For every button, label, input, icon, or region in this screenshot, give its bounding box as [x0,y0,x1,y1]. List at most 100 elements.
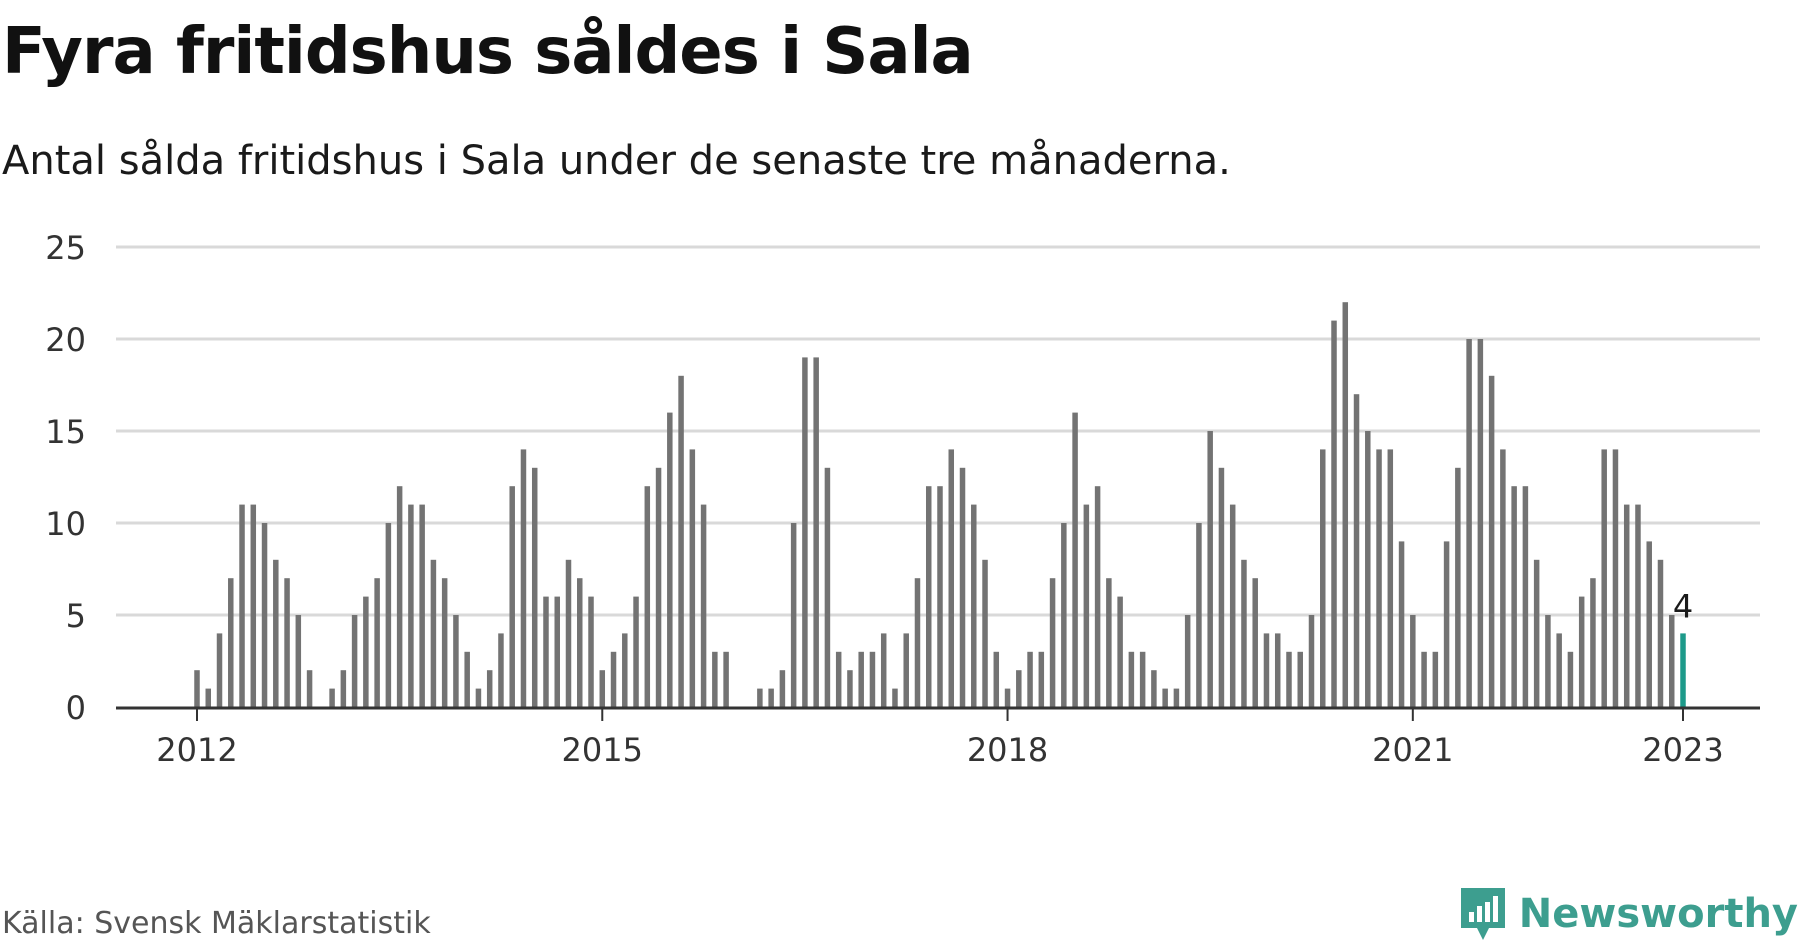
bar [396,486,403,707]
bar [1455,467,1461,707]
bar [1567,651,1574,707]
bar [1376,449,1382,707]
bar [1016,670,1022,707]
bar [498,633,504,707]
brand-name: Newsworthy [1518,891,1798,937]
bar [408,504,414,707]
bar [847,670,853,707]
bar [1274,633,1281,707]
bar [723,651,729,707]
bar [194,670,200,707]
bar [1151,670,1157,707]
bar [453,615,459,707]
bar [700,504,707,707]
bar [1320,449,1326,707]
bar [531,467,538,707]
bar [1668,615,1675,707]
bar [216,633,223,707]
bar [205,688,212,707]
bar [1117,596,1123,707]
bar [1387,449,1394,707]
bar [824,467,831,707]
y-tick-label: 20 [45,321,86,359]
bar [1612,449,1619,707]
y-tick-label: 5 [66,597,86,635]
x-tick-label: 2018 [967,731,1048,769]
bar [430,559,437,707]
bar [1038,651,1045,707]
bar [1421,651,1427,707]
bar [1049,578,1056,707]
bar [667,412,673,707]
bar [1511,486,1517,707]
x-tick-label: 2021 [1372,731,1453,769]
bar [329,688,335,707]
bar [1173,688,1180,707]
bar [1590,578,1596,707]
brand-logo: Newsworthy [1459,886,1798,942]
bar [1162,688,1168,707]
bar [1646,541,1652,707]
y-tick-label: 10 [45,505,86,543]
bar [363,596,369,707]
bar [306,670,313,707]
bar [689,449,696,707]
bar [937,486,943,707]
bar [441,578,448,707]
bar [1466,339,1472,707]
bar [475,688,482,707]
bars [194,302,1686,707]
bar [577,578,583,707]
bar [239,504,245,707]
bar [565,559,572,707]
bar [1500,449,1506,707]
bar [284,578,290,707]
bar [1365,431,1371,707]
labels: 0 5 10 15 20 25 2012 2015 2018 2021 2023 4 [45,229,1723,769]
bar [1207,431,1213,707]
bar [1094,486,1101,707]
bar [1106,578,1112,707]
bar [1353,394,1360,707]
bar [757,688,763,707]
bar [1443,541,1450,707]
bar [1410,615,1416,707]
bar [779,670,786,707]
bar [993,651,1000,707]
bar [914,578,921,707]
bar [1083,504,1090,707]
y-tick-label: 25 [45,229,86,267]
bar [1488,375,1495,707]
bar [633,596,639,707]
bar [1072,412,1078,707]
bar [959,467,966,707]
bar [802,357,808,707]
bar [813,357,819,707]
bar [610,651,617,707]
bar [1601,449,1607,707]
bar [892,688,898,707]
bar [655,467,662,707]
bar [1432,651,1439,707]
bar [1218,467,1225,707]
bar [1241,559,1247,707]
bar [340,670,347,707]
bar [1263,633,1270,707]
x-tick-label: 2023 [1642,731,1723,769]
bar [1286,651,1292,707]
bar [261,523,268,707]
bar [1331,320,1337,707]
bar [374,578,380,707]
bar [486,670,493,707]
bar [1027,651,1033,707]
chart-title: Fyra fritidshus såldes i Sala [2,15,974,89]
bar [1556,633,1562,707]
bar [419,504,425,707]
bar [1297,651,1303,707]
bar [768,688,774,707]
bar [790,523,797,707]
x-tick-label: 2012 [156,731,237,769]
bar [1545,615,1551,707]
bar [1533,559,1540,707]
bar [1657,559,1664,707]
